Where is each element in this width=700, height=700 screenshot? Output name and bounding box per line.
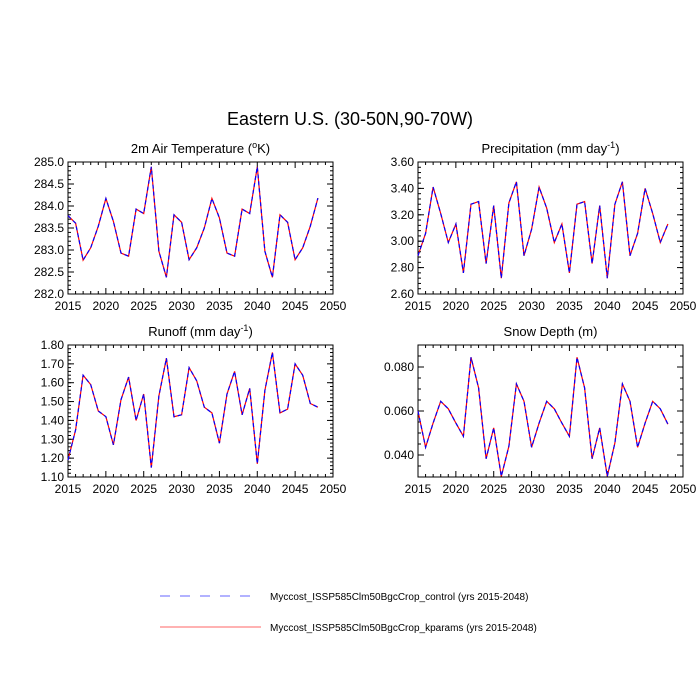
y-tick-label: 3.40 [391, 181, 415, 195]
x-tick-label: 2015 [55, 299, 82, 313]
y-tick-label: 3.00 [391, 234, 415, 248]
y-tick-label: 1.20 [41, 451, 65, 465]
y-tick-label: 3.60 [391, 155, 415, 169]
x-tick-label: 2025 [130, 482, 157, 496]
series-line-kparams [67, 352, 319, 468]
y-tick-label: 1.60 [41, 376, 65, 390]
plot-frame [67, 344, 334, 478]
y-tick-label: 0.040 [384, 448, 414, 462]
series-line-kparams [67, 166, 319, 278]
figure-title: Eastern U.S. (30-50N,90-70W) [227, 109, 473, 129]
legend-label-kparams: Myccost_ISSP585Clm50BgcCrop_kparams (yrs… [270, 623, 537, 634]
panel-snow-depth: Snow Depth (m) 2015 2020 2025 2030 2035 2040 20… [384, 324, 697, 496]
panel-title: Precipitation (mm day-1) [481, 140, 619, 156]
y-tick-label: 1.10 [41, 470, 65, 484]
y-tick-label: 283.0 [34, 243, 64, 257]
series-line-kparams [417, 357, 669, 477]
panel-title: Snow Depth (m) [504, 324, 598, 339]
y-tick-label: 1.70 [41, 357, 65, 371]
x-tick-label: 2025 [480, 482, 507, 496]
x-tick-label: 2040 [594, 299, 621, 313]
x-tick-label: 2040 [244, 299, 271, 313]
panel-precipitation: Precipitation (mm day-1) 2015 2020 2025 2030… [391, 140, 697, 313]
x-tick-label: 2040 [244, 482, 271, 496]
x-tick-label: 2020 [93, 482, 120, 496]
x-tick-label: 2050 [670, 299, 697, 313]
panel-temperature: 2m Air Temperature (oK) 2015 2020 2025 2030 2… [34, 140, 347, 313]
x-tick-label: 2035 [556, 482, 583, 496]
x-tick-label: 2020 [443, 299, 470, 313]
x-tick-label: 2035 [206, 299, 233, 313]
x-tick-label: 2045 [282, 299, 309, 313]
plot-frame [417, 344, 684, 478]
y-tick-label: 282.0 [34, 287, 64, 301]
x-tick-label: 2050 [670, 482, 697, 496]
x-tick-label: 2025 [480, 299, 507, 313]
x-tick-label: 2040 [594, 482, 621, 496]
legend-label-control: Myccost_ISSP585Clm50BgcCrop_control (yrs… [270, 592, 528, 603]
legend: Myccost_ISSP585Clm50BgcCrop_control (yrs… [160, 592, 537, 634]
x-tick-label: 2045 [632, 299, 659, 313]
x-tick-label: 2030 [168, 299, 195, 313]
x-tick-label: 2030 [518, 299, 545, 313]
y-tick-label: 0.080 [384, 360, 414, 374]
series-line-control [417, 181, 669, 279]
series-line-control [417, 357, 669, 477]
y-tick-label: 284.0 [34, 199, 64, 213]
y-tick-label: 1.50 [41, 395, 65, 409]
y-tick-label: 1.40 [41, 413, 65, 427]
x-tick-label: 2020 [93, 299, 120, 313]
series-line-control [67, 352, 319, 468]
x-tick-label: 2050 [320, 482, 347, 496]
y-tick-label: 1.30 [41, 432, 65, 446]
x-tick-label: 2020 [443, 482, 470, 496]
y-tick-label: 3.20 [391, 208, 415, 222]
x-tick-label: 2035 [206, 482, 233, 496]
y-tick-label: 2.80 [391, 261, 415, 275]
y-tick-label: 283.5 [34, 221, 64, 235]
y-tick-label: 282.5 [34, 265, 64, 279]
x-tick-label: 2025 [130, 299, 157, 313]
y-tick-label: 1.80 [41, 338, 65, 352]
x-tick-label: 2015 [55, 482, 82, 496]
panel-runoff: Runoff (mm day-1) 2015 2020 2025 2030 2035 204… [41, 323, 347, 496]
y-tick-label: 284.5 [34, 177, 64, 191]
x-tick-label: 2030 [168, 482, 195, 496]
x-tick-label: 2015 [405, 299, 432, 313]
x-tick-label: 2045 [282, 482, 309, 496]
panel-title: 2m Air Temperature (oK) [131, 140, 270, 156]
series-line-control [67, 166, 319, 278]
y-tick-label: 285.0 [34, 155, 64, 169]
x-tick-label: 2015 [405, 482, 432, 496]
x-tick-label: 2050 [320, 299, 347, 313]
panel-title: Runoff (mm day-1) [148, 323, 253, 339]
plot-frame [417, 161, 684, 295]
x-tick-label: 2045 [632, 482, 659, 496]
plot-frame [67, 161, 334, 295]
y-tick-label: 2.60 [391, 287, 415, 301]
x-tick-label: 2035 [556, 299, 583, 313]
y-tick-label: 0.060 [384, 404, 414, 418]
x-tick-label: 2030 [518, 482, 545, 496]
